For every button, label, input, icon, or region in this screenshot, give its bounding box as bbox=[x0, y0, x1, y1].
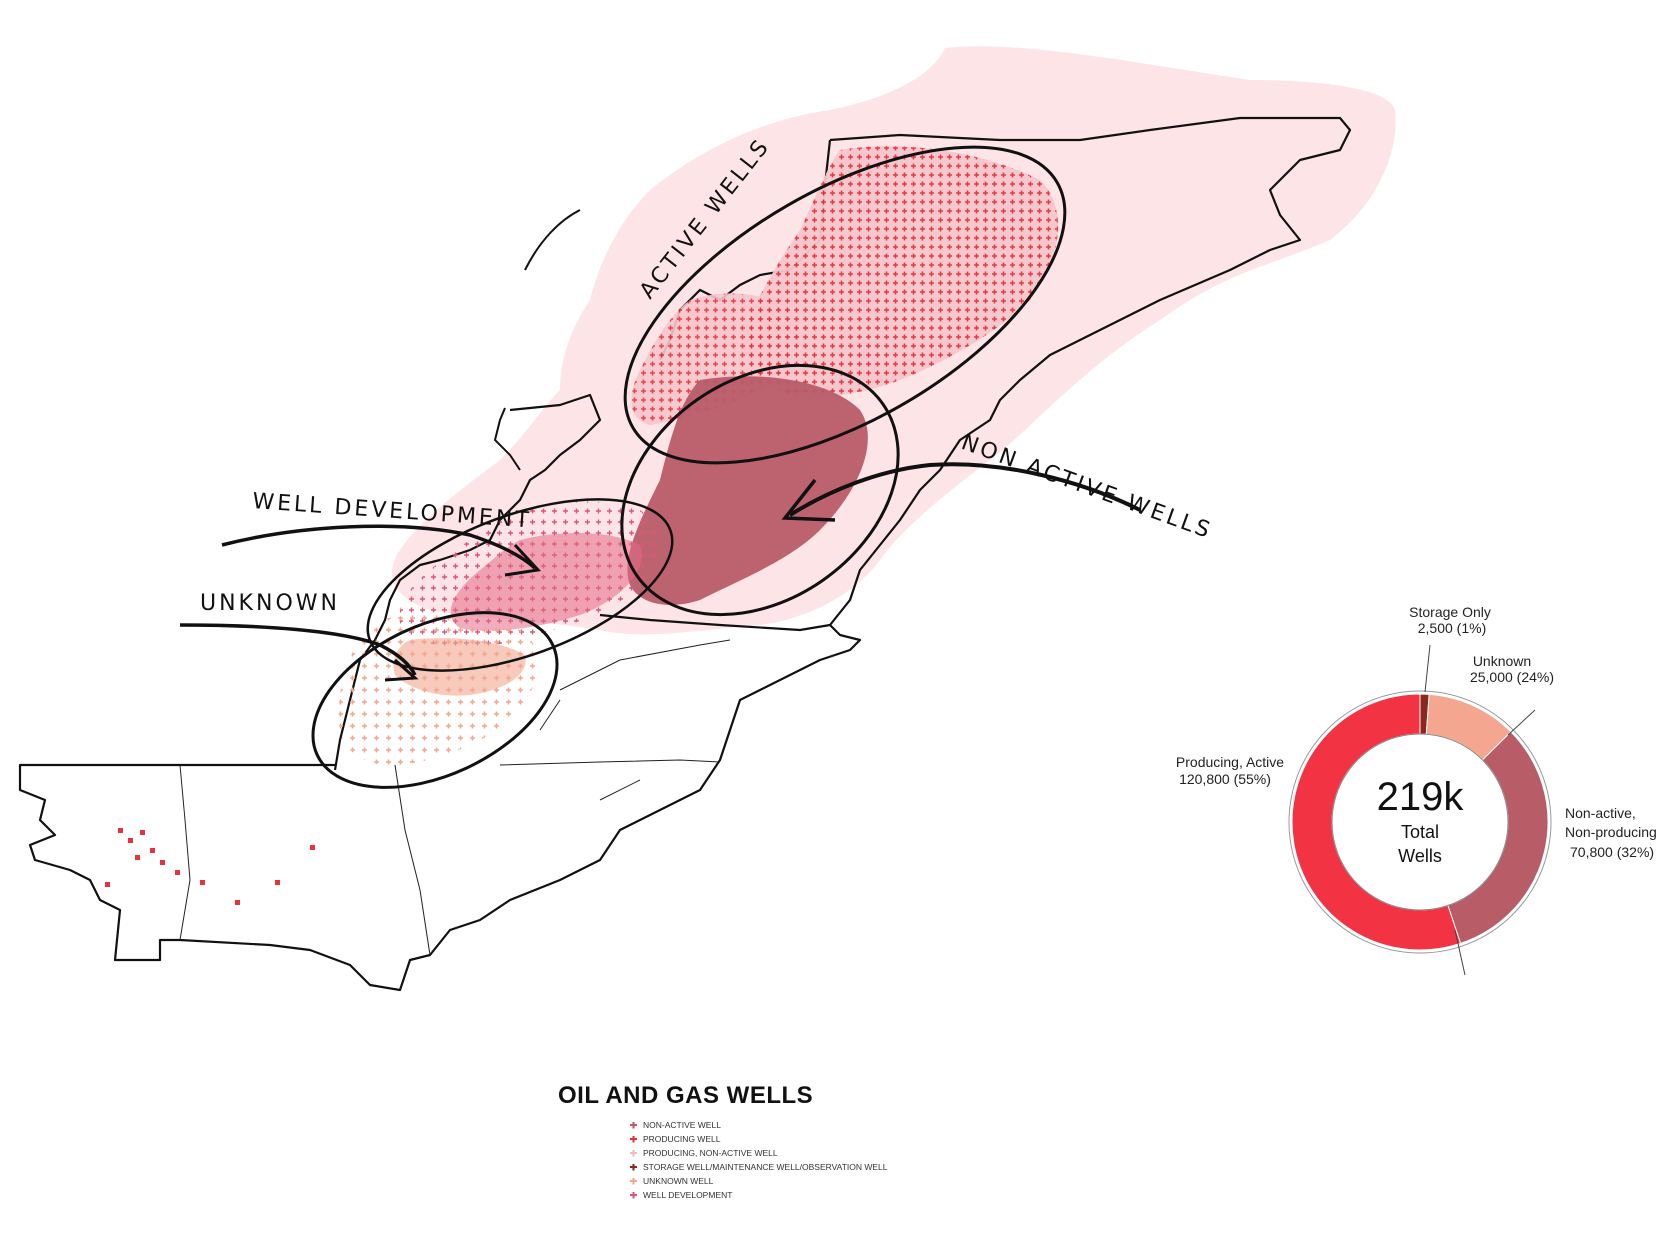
legend-swatch-icon bbox=[630, 1191, 637, 1199]
legend-swatch-icon bbox=[630, 1177, 637, 1185]
donut-center-label-2: Wells bbox=[1398, 846, 1442, 866]
northern-state-boundary bbox=[599, 116, 1352, 632]
legend-item: WELL DEVELOPMENT bbox=[630, 1188, 888, 1202]
leader-storage bbox=[1424, 644, 1431, 693]
label-nonactive-name-1: Non-active, bbox=[1565, 805, 1636, 821]
producing-well-cluster bbox=[744, 146, 1059, 397]
legend-item: STORAGE WELL/MAINTENANCE WELL/OBSERVATIO… bbox=[630, 1160, 888, 1174]
non-active-wells-annotation: NON ACTIVE WELLS bbox=[958, 430, 1216, 544]
leader-nonactive bbox=[1454, 929, 1466, 976]
unknown-ellipse bbox=[311, 611, 559, 789]
label-nonactive-name-2: Non-producing bbox=[1565, 824, 1657, 840]
label-producing-value: 120,800 (55%) bbox=[1179, 771, 1271, 787]
label-storage-name: Storage Only bbox=[1409, 604, 1491, 620]
legend-item: PRODUCING, NON-ACTIVE WELL bbox=[630, 1146, 888, 1160]
unknown-annotation: UNKNOWN bbox=[200, 591, 340, 616]
non-active-wells-arrow bbox=[788, 462, 1141, 517]
well-development-arrow bbox=[221, 524, 537, 570]
unknown-arrow bbox=[179, 623, 417, 676]
legend-item: PRODUCING WELL bbox=[630, 1132, 888, 1146]
legend-swatch-icon bbox=[630, 1163, 637, 1171]
legend-item-label: PRODUCING WELL bbox=[643, 1134, 721, 1144]
legend-title: OIL AND GAS WELLS bbox=[558, 1082, 814, 1109]
legend-swatch-icon bbox=[630, 1135, 637, 1143]
donut-outer-ring bbox=[1288, 690, 1552, 954]
non-active-wells-ellipse bbox=[620, 363, 900, 617]
ohio-outline bbox=[493, 407, 521, 471]
donut-center-label-1: Total bbox=[1401, 822, 1439, 842]
label-storage-value: 2,500 (1%) bbox=[1418, 620, 1486, 636]
producing-well-cluster-west bbox=[631, 293, 799, 425]
legend-item-label: UNKNOWN WELL bbox=[643, 1176, 714, 1186]
leader-unknown bbox=[1507, 709, 1536, 736]
southern-basin-boundary bbox=[18, 624, 862, 992]
legend-swatch-icon bbox=[630, 1149, 637, 1157]
southwest-well-scatter bbox=[105, 828, 315, 905]
legend-item: NON-ACTIVE WELL bbox=[630, 1118, 888, 1132]
active-wells-ellipse bbox=[623, 145, 1067, 465]
non-active-arrowhead bbox=[781, 478, 836, 522]
well-development-cluster-fill bbox=[450, 533, 642, 631]
internal-divider-lines bbox=[179, 639, 731, 956]
label-producing-name: Producing, Active bbox=[1176, 754, 1284, 770]
label-unknown-name: Unknown bbox=[1473, 653, 1531, 669]
legend: NON-ACTIVE WELL PRODUCING WELL PRODUCING, … bbox=[630, 1118, 888, 1202]
donut-chart bbox=[1291, 693, 1549, 951]
legend-item-label: STORAGE WELL/MAINTENANCE WELL/OBSERVATIO… bbox=[643, 1162, 888, 1172]
donut-center-circle bbox=[1331, 733, 1509, 911]
legend-item-label: WELL DEVELOPMENT bbox=[643, 1190, 733, 1200]
legend-item-label: NON-ACTIVE WELL bbox=[643, 1120, 721, 1130]
legend-swatch-icon bbox=[630, 1121, 637, 1129]
well-development-ellipse bbox=[366, 498, 674, 672]
legend-item-label: PRODUCING, NON-ACTIVE WELL bbox=[643, 1148, 778, 1158]
active-wells-arrow bbox=[524, 209, 581, 271]
well-development-arrowhead bbox=[504, 543, 542, 577]
unknown-arrowhead bbox=[384, 658, 419, 682]
label-nonactive-value: 70,800 (32%) bbox=[1570, 844, 1654, 860]
non-active-well-cluster bbox=[627, 376, 868, 605]
donut-center-value: 219k bbox=[1377, 775, 1465, 819]
legend-item: UNKNOWN WELL bbox=[630, 1174, 888, 1188]
label-unknown-value: 25,000 (24%) bbox=[1470, 669, 1554, 685]
unknown-well-cluster-fill bbox=[393, 638, 526, 696]
